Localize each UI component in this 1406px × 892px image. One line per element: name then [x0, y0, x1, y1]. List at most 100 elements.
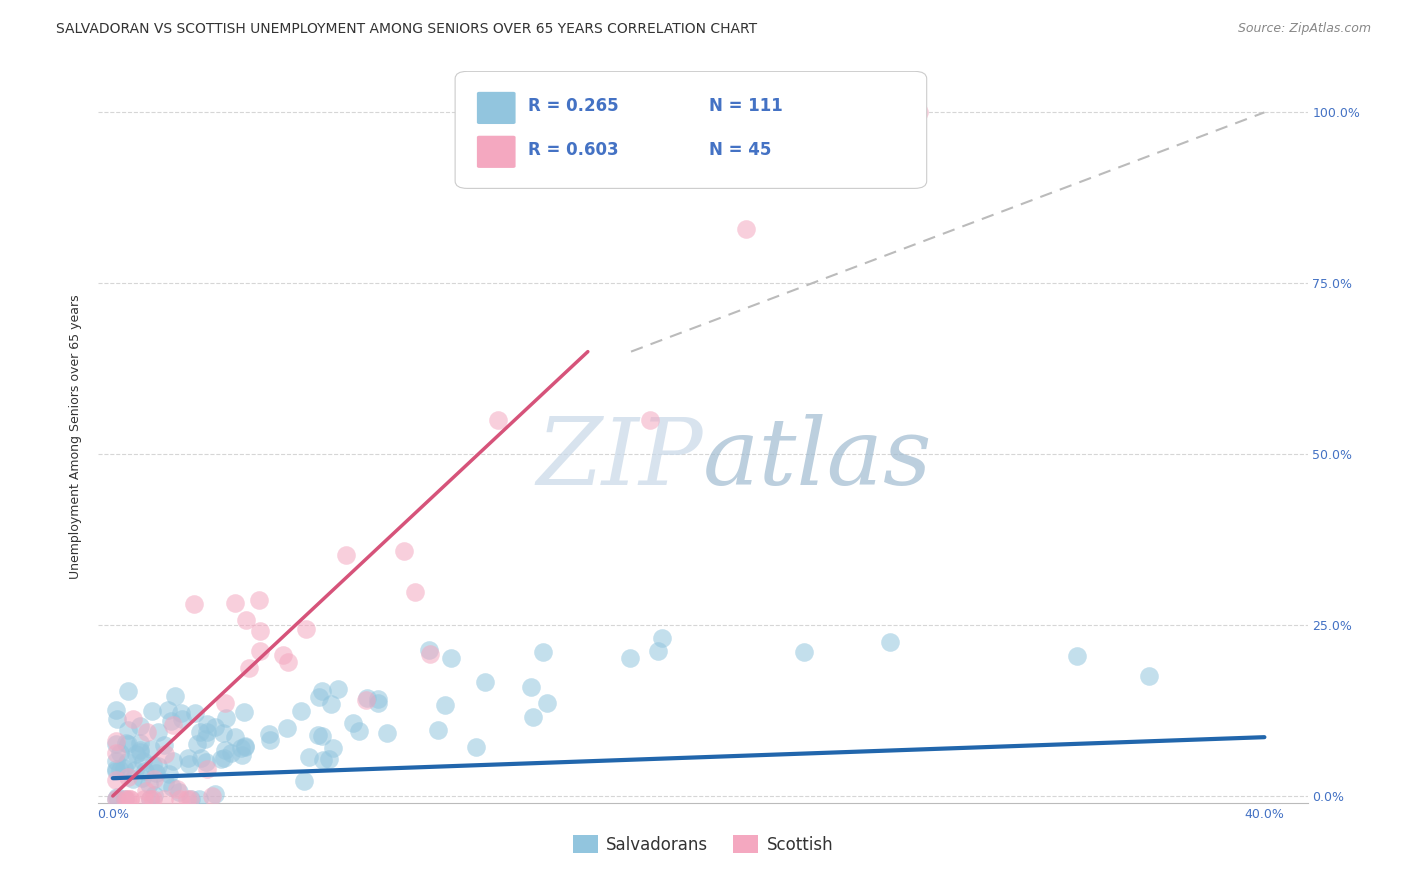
Point — [651, 631, 673, 645]
Point — [638, 413, 661, 427]
Point — [124, 764, 146, 778]
Point — [170, 706, 193, 720]
Text: Source: ZipAtlas.com: Source: ZipAtlas.com — [1237, 22, 1371, 36]
Point — [104, 792, 127, 806]
Point — [290, 704, 312, 718]
Point — [214, 697, 236, 711]
Point — [295, 622, 318, 636]
Point — [153, 792, 176, 806]
Point — [277, 655, 299, 669]
Point — [531, 645, 554, 659]
Point — [273, 648, 295, 663]
Point — [139, 792, 162, 806]
Point — [153, 738, 176, 752]
Point — [107, 713, 129, 727]
Legend: Salvadorans, Scottish: Salvadorans, Scottish — [567, 829, 839, 860]
Point — [233, 739, 256, 754]
Point — [214, 742, 236, 756]
Point — [104, 703, 127, 717]
Point — [367, 696, 389, 710]
Point — [156, 703, 179, 717]
Point — [519, 680, 541, 694]
Point — [793, 645, 815, 659]
Point — [117, 792, 139, 806]
Point — [105, 737, 128, 751]
Point — [231, 741, 253, 756]
Point — [419, 647, 441, 661]
Point — [180, 792, 202, 806]
Point — [426, 723, 449, 737]
Point — [231, 748, 253, 763]
Point — [292, 774, 315, 789]
Point — [347, 724, 370, 739]
Point — [224, 730, 246, 744]
Point — [308, 690, 330, 704]
FancyBboxPatch shape — [477, 136, 516, 168]
Point — [200, 789, 222, 803]
Point — [105, 746, 128, 760]
Point — [249, 644, 271, 658]
Point — [142, 772, 165, 786]
Point — [1137, 669, 1160, 683]
Point — [522, 710, 544, 724]
Point — [160, 714, 183, 728]
Point — [187, 792, 209, 806]
Point — [486, 413, 509, 427]
Point — [145, 766, 167, 780]
Point — [167, 785, 190, 799]
Point — [311, 683, 333, 698]
Text: N = 111: N = 111 — [709, 96, 783, 115]
Point — [121, 712, 143, 726]
Point — [114, 736, 136, 750]
Point — [157, 766, 180, 780]
Point — [214, 751, 236, 765]
Point — [104, 734, 127, 748]
Point — [129, 745, 152, 759]
Point — [418, 643, 440, 657]
Point — [195, 724, 218, 739]
Point — [212, 726, 235, 740]
Point — [204, 787, 226, 801]
Point — [183, 597, 205, 611]
Point — [318, 752, 340, 766]
FancyBboxPatch shape — [456, 71, 927, 188]
Point — [536, 697, 558, 711]
Point — [221, 746, 243, 760]
Point — [190, 751, 212, 765]
Point — [165, 689, 187, 703]
Point — [194, 731, 217, 746]
Point — [160, 780, 183, 794]
Point — [215, 711, 238, 725]
Point — [166, 781, 188, 796]
Point — [224, 595, 246, 609]
Point — [117, 770, 139, 784]
Text: R = 0.265: R = 0.265 — [527, 96, 619, 115]
Point — [179, 757, 201, 772]
Text: SALVADORAN VS SCOTTISH UNEMPLOYMENT AMONG SENIORS OVER 65 YEARS CORRELATION CHAR: SALVADORAN VS SCOTTISH UNEMPLOYMENT AMON… — [56, 22, 758, 37]
Text: N = 45: N = 45 — [709, 141, 772, 159]
Point — [117, 684, 139, 698]
Point — [367, 692, 389, 706]
Point — [335, 548, 357, 562]
Point — [148, 725, 170, 739]
Point — [125, 747, 148, 761]
Point — [232, 706, 254, 720]
Point — [433, 698, 456, 712]
Point — [104, 764, 127, 779]
Point — [115, 755, 138, 769]
Point — [276, 722, 298, 736]
Point — [188, 724, 211, 739]
Point — [204, 720, 226, 734]
Point — [135, 784, 157, 798]
Point — [307, 728, 329, 742]
Point — [356, 690, 378, 705]
Point — [114, 792, 136, 806]
Point — [117, 723, 139, 738]
Point — [257, 727, 280, 741]
Point — [179, 792, 201, 806]
Text: R = 0.603: R = 0.603 — [527, 141, 619, 159]
Point — [120, 792, 142, 806]
Point — [148, 759, 170, 773]
Point — [311, 729, 333, 743]
Point — [209, 752, 232, 766]
